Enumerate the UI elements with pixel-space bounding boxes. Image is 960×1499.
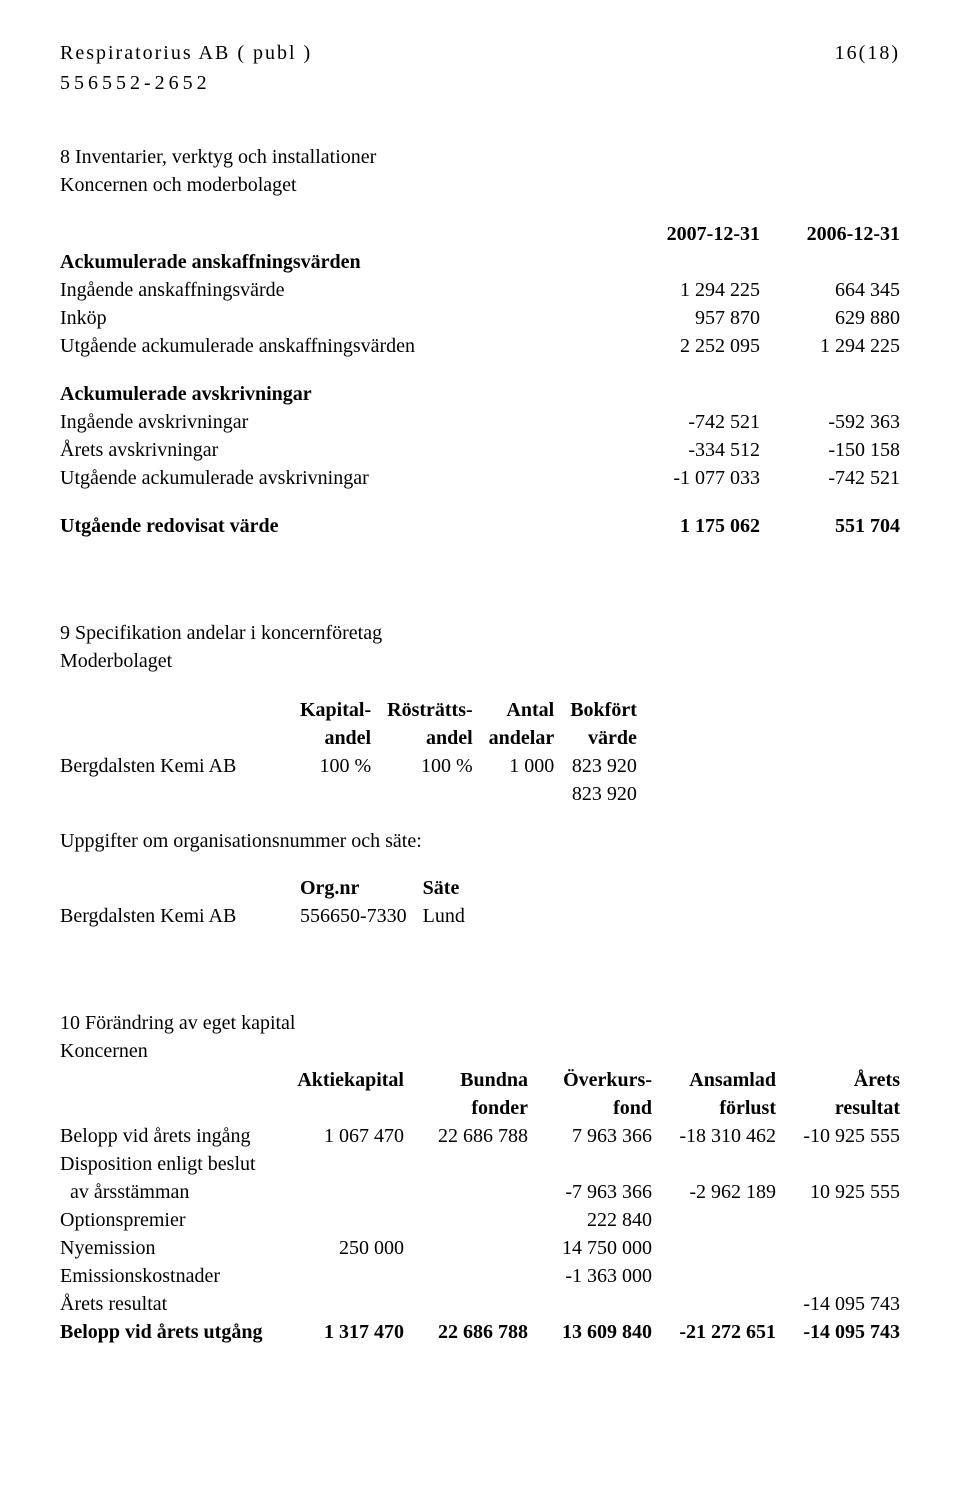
row-value: -1 077 033	[620, 464, 760, 492]
row-value: -334 512	[620, 436, 760, 464]
acq-heading: Ackumulerade anskaffningsvärden	[60, 248, 620, 276]
col-header: Kapital-	[300, 696, 387, 724]
row-value: 664 345	[760, 276, 900, 304]
row-value: -742 521	[620, 408, 760, 436]
row-value: -21 272 651	[652, 1318, 776, 1346]
col-header: värde	[570, 724, 653, 752]
note9-org-table: Org.nr Säte Bergdalsten Kemi AB 556650-7…	[60, 874, 481, 930]
page-number: 16(18)	[835, 40, 900, 66]
col-header: Ansamlad	[652, 1066, 776, 1094]
col-header: fond	[528, 1094, 652, 1122]
subsidiary-name: Bergdalsten Kemi AB	[60, 752, 300, 780]
row-label: Nyemission	[60, 1234, 280, 1262]
row-value: 1 294 225	[620, 276, 760, 304]
row-label: Disposition enligt beslut	[60, 1150, 280, 1178]
dep-heading: Ackumulerade avskrivningar	[60, 380, 620, 408]
row-value: -14 095 743	[776, 1290, 900, 1318]
note8-table: 2007-12-31 2006-12-31 Ackumulerade anska…	[60, 220, 900, 540]
col-header: Säte	[423, 874, 481, 902]
note8-title: 8 Inventarier, verktyg och installatione…	[60, 144, 900, 170]
row-value: 1 067 470	[280, 1122, 404, 1150]
row-value: -10 925 555	[776, 1122, 900, 1150]
row-label: Ingående anskaffningsvärde	[60, 276, 620, 304]
col-header: Överkurs-	[528, 1066, 652, 1094]
row-value: -1 363 000	[528, 1262, 652, 1290]
col-header: förlust	[652, 1094, 776, 1122]
row-label: av årsstämman	[60, 1178, 280, 1206]
row-value: -14 095 743	[776, 1318, 900, 1346]
row-value: 1 000	[489, 752, 571, 780]
row-value: 2 252 095	[620, 332, 760, 360]
closing-value: 1 175 062	[620, 512, 760, 540]
row-label: Belopp vid årets utgång	[60, 1318, 280, 1346]
row-value: 100 %	[387, 752, 489, 780]
note10-equity-table: Aktiekapital Bundna Överkurs- Ansamlad Å…	[60, 1066, 900, 1346]
col-header: Org.nr	[300, 874, 423, 902]
col-header: fonder	[404, 1094, 528, 1122]
closing-value: 551 704	[760, 512, 900, 540]
col-header: 2007-12-31	[620, 220, 760, 248]
row-value: 222 840	[528, 1206, 652, 1234]
col-header: Bokfört	[570, 696, 653, 724]
row-label: Årets resultat	[60, 1290, 280, 1318]
row-label: Emissionskostnader	[60, 1262, 280, 1290]
company-orgnr: 556552-2652	[60, 70, 900, 96]
subsidiary-name: Bergdalsten Kemi AB	[60, 902, 300, 930]
row-value: 22 686 788	[404, 1122, 528, 1150]
row-value: -742 521	[760, 464, 900, 492]
row-value: 100 %	[300, 752, 387, 780]
row-label: Ingående avskrivningar	[60, 408, 620, 436]
row-value: -7 963 366	[528, 1178, 652, 1206]
note10-subtitle: Koncernen	[60, 1038, 900, 1064]
row-value: 1 317 470	[280, 1318, 404, 1346]
row-value: 556650-7330	[300, 902, 423, 930]
note10-title: 10 Förändring av eget kapital	[60, 1010, 900, 1036]
note9-info-line: Uppgifter om organisationsnummer och sät…	[60, 828, 900, 854]
col-header: Rösträtts-	[387, 696, 489, 724]
row-value: 629 880	[760, 304, 900, 332]
col-header: andel	[387, 724, 489, 752]
row-value: 22 686 788	[404, 1318, 528, 1346]
row-value: Lund	[423, 902, 481, 930]
col-header: resultat	[776, 1094, 900, 1122]
col-header: Bundna	[404, 1066, 528, 1094]
col-header: andelar	[489, 724, 571, 752]
note9-title: 9 Specifikation andelar i koncernföretag	[60, 620, 900, 646]
row-label: Årets avskrivningar	[60, 436, 620, 464]
row-value: 7 963 366	[528, 1122, 652, 1150]
row-label: Belopp vid årets ingång	[60, 1122, 280, 1150]
col-header: Aktiekapital	[280, 1066, 404, 1094]
row-label: Inköp	[60, 304, 620, 332]
note9-share-table: Kapital- Rösträtts- Antal Bokfört andel …	[60, 696, 653, 808]
company-name: Respiratorius AB ( publ )	[60, 40, 312, 66]
row-value: -592 363	[760, 408, 900, 436]
row-value: 10 925 555	[776, 1178, 900, 1206]
note9-subtitle: Moderbolaget	[60, 648, 900, 674]
row-label: Utgående ackumulerade avskrivningar	[60, 464, 620, 492]
col-header: Antal	[489, 696, 571, 724]
col-header: Årets	[776, 1066, 900, 1094]
row-value: -2 962 189	[652, 1178, 776, 1206]
row-label: Utgående ackumulerade anskaffningsvärden	[60, 332, 620, 360]
row-label: Optionspremier	[60, 1206, 280, 1234]
row-value: 14 750 000	[528, 1234, 652, 1262]
col-header: 2006-12-31	[760, 220, 900, 248]
note8-subtitle: Koncernen och moderbolaget	[60, 172, 900, 198]
row-value: 250 000	[280, 1234, 404, 1262]
row-value: 1 294 225	[760, 332, 900, 360]
row-value: 957 870	[620, 304, 760, 332]
row-value: -150 158	[760, 436, 900, 464]
closing-label: Utgående redovisat värde	[60, 512, 620, 540]
col-header: andel	[300, 724, 387, 752]
row-value: -18 310 462	[652, 1122, 776, 1150]
row-value: 13 609 840	[528, 1318, 652, 1346]
row-value: 823 920	[570, 752, 653, 780]
total-value: 823 920	[570, 780, 653, 808]
